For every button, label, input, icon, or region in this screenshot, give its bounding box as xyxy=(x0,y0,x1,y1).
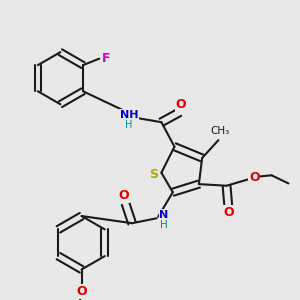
Text: NH: NH xyxy=(120,110,138,120)
Text: CH₃: CH₃ xyxy=(210,126,230,136)
Text: H: H xyxy=(125,121,133,130)
Text: O: O xyxy=(223,206,233,219)
Text: F: F xyxy=(101,52,110,65)
Text: O: O xyxy=(118,189,129,202)
Text: O: O xyxy=(76,285,87,298)
Text: N: N xyxy=(159,210,169,220)
Text: H: H xyxy=(160,220,168,230)
Text: O: O xyxy=(249,171,260,184)
Text: S: S xyxy=(149,168,158,181)
Text: O: O xyxy=(176,98,186,111)
